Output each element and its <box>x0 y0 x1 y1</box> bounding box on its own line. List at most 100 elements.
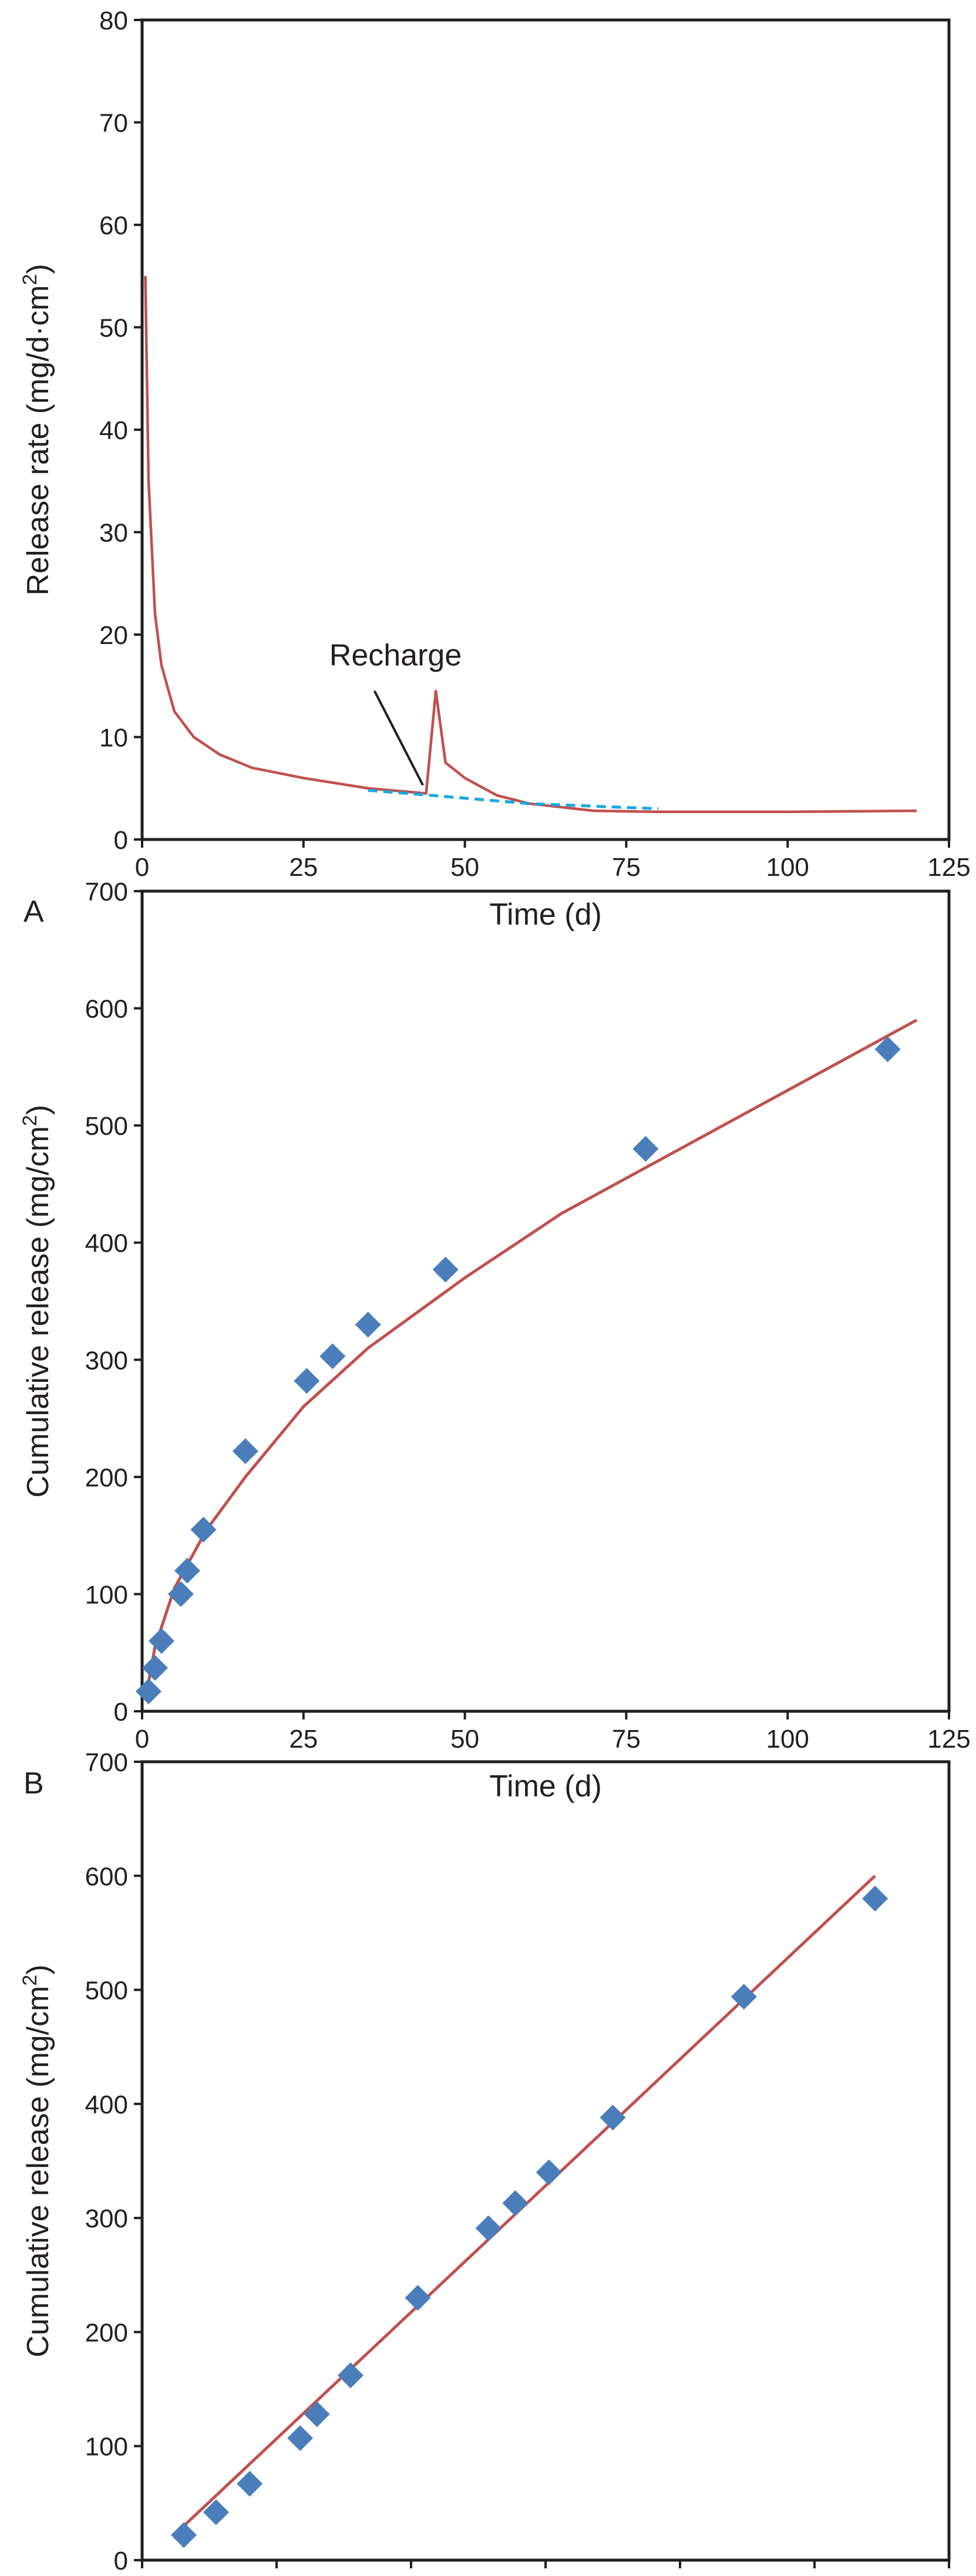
x-tick-label: 0 <box>135 2574 149 2576</box>
y-tick-label: 40 <box>99 416 128 445</box>
x-tick-label: 0 <box>135 853 149 882</box>
y-tick-label: 300 <box>85 2204 128 2233</box>
data-point <box>287 2425 314 2452</box>
y-tick-label: 400 <box>85 1229 128 1258</box>
y-tick-label: 50 <box>99 314 128 343</box>
y-axis-label-sup: 2 <box>19 1975 41 1986</box>
plot-frame <box>140 1760 951 2562</box>
x-tick-label: 100 <box>766 1725 809 1754</box>
y-tick-label: 200 <box>85 1464 128 1492</box>
plot-frame <box>140 889 951 1713</box>
data-point <box>294 1368 320 1394</box>
y-tick-label: 0 <box>114 1698 128 1727</box>
y-tick-label: 600 <box>85 1862 128 1891</box>
y-tick-label: 700 <box>85 1748 128 1777</box>
chart-panel-a: 0 25 50 75 100 125 0 10 20 30 40 50 60 70 80 Time (d) Re… <box>19 6 971 932</box>
x-tick-label: 75 <box>612 853 641 882</box>
y-tick-label: 30 <box>99 519 128 548</box>
y-tick-label: 10 <box>99 724 128 753</box>
data-point <box>237 2470 263 2497</box>
release-rate-line <box>144 276 917 814</box>
data-point <box>600 2105 626 2131</box>
data-point <box>167 1581 194 1607</box>
data-point <box>148 1628 174 1654</box>
data-point <box>632 1136 659 1162</box>
y-axis-label-end: ) <box>21 264 55 274</box>
data-point <box>304 2401 330 2427</box>
x-tick-label: 75 <box>612 1725 641 1754</box>
data-point <box>232 1438 258 1464</box>
y-tick-label: 80 <box>99 6 128 35</box>
x-tick-label: 2 <box>270 2574 284 2576</box>
x-axis-label: Time (d) <box>489 1769 602 1803</box>
x-tick-label: 25 <box>289 853 318 882</box>
x-tick-label: 100 <box>766 853 809 882</box>
panel-letter: B <box>23 1766 44 1800</box>
data-point <box>190 1516 217 1543</box>
annotation-label: Recharge <box>329 638 462 672</box>
fit-line <box>144 1019 918 1700</box>
y-tick-label: 600 <box>85 995 128 1024</box>
y-tick-label: 20 <box>99 621 128 650</box>
x-tick-label: 4 <box>404 2574 418 2576</box>
y-tick-label: 500 <box>85 1112 128 1141</box>
data-point <box>203 2499 229 2526</box>
y-tick-label: 70 <box>99 109 128 138</box>
x-tick-label: 125 <box>927 853 970 882</box>
y-axis-label-end: ) <box>21 1105 55 1115</box>
data-point <box>142 1655 168 1681</box>
y-axis-label: Cumulative release (mg/cm2) <box>19 1964 55 2357</box>
data-point <box>170 2522 197 2548</box>
x-tick-label: 12 <box>935 2574 964 2576</box>
x-tick-label: 10 <box>800 2574 829 2576</box>
x-tick-label: 50 <box>450 853 479 882</box>
y-tick-label: 500 <box>85 1977 128 2005</box>
data-point <box>355 1311 381 1338</box>
y-tick-label: 100 <box>85 2433 128 2462</box>
data-point <box>475 2215 502 2241</box>
y-tick-label: 700 <box>85 878 128 906</box>
data-point <box>135 1678 161 1705</box>
data-point <box>874 1036 901 1063</box>
y-axis-label-text: Cumulative release (mg/cm <box>21 1986 55 2358</box>
data-point <box>319 1343 346 1370</box>
x-tick-label: 6 <box>539 2574 553 2576</box>
baseline-dashed-line <box>368 788 659 811</box>
x-tick-label: 50 <box>450 1725 479 1754</box>
y-tick-label: 100 <box>85 1580 128 1609</box>
y-axis-label: Cumulative release (mg/cm2) <box>19 1105 55 1498</box>
x-tick-label: 25 <box>289 1725 318 1754</box>
y-axis-label: Release rate (mg/d·cm2) <box>19 264 55 595</box>
data-point <box>731 1984 757 2010</box>
plot-frame <box>140 18 951 841</box>
y-tick-label: 60 <box>99 211 128 240</box>
y-axis-label-sup: 2 <box>19 274 41 285</box>
data-point <box>502 2190 529 2216</box>
x-axis-label-text: Time (d) <box>489 1769 602 1803</box>
annotation-pointer <box>373 690 424 786</box>
panel-letter: A <box>23 895 44 929</box>
chart-panel-b: 0 25 50 75 100 125 0 100 200 300 400 500 600 700 Time … <box>19 878 971 1803</box>
y-tick-label: 400 <box>85 2091 128 2119</box>
data-point <box>432 1256 459 1283</box>
x-tick-label: 125 <box>927 1725 970 1754</box>
y-axis-label-sup: 2 <box>19 1115 41 1126</box>
fit-line <box>183 1874 876 2527</box>
x-tick-label: 0 <box>135 1725 149 1754</box>
y-tick-label: 200 <box>85 2318 128 2347</box>
data-point <box>174 1557 200 1584</box>
x-axis-label: Time (d) <box>489 898 602 932</box>
data-point <box>862 1886 889 1912</box>
x-axis-label-text: Time (d) <box>489 898 602 932</box>
data-point <box>405 2285 431 2311</box>
chart-panel-c: 0246810120100200300400500600700Square ro… <box>19 1748 963 2576</box>
y-tick-label: 0 <box>114 826 128 855</box>
y-tick-label: 0 <box>114 2547 128 2575</box>
data-point <box>536 2159 562 2186</box>
y-axis-label-text: Release rate (mg/d·cm <box>21 285 55 596</box>
y-axis-label-text: Cumulative release (mg/cm <box>21 1126 55 1498</box>
y-tick-label: 300 <box>85 1346 128 1375</box>
x-tick-label: 8 <box>673 2574 687 2576</box>
y-axis-label-end: ) <box>21 1964 55 1974</box>
